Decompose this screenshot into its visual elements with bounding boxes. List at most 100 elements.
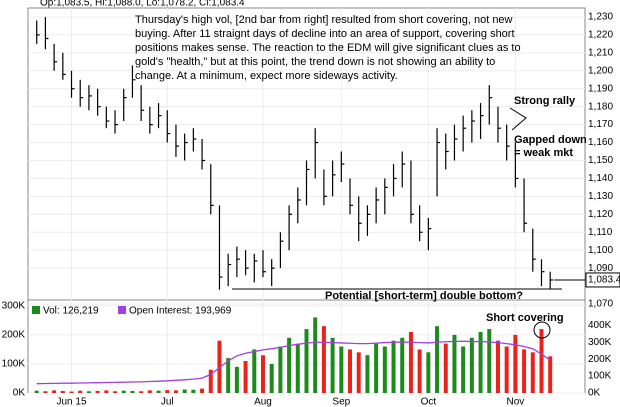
commentary-line: change. At a minimum, expect more sidewa… [135,70,398,82]
y2-tick-label: 300K [588,337,612,348]
ohlc-header: Op:1,083.5, Hi:1,088.0, Lo:1,078.2, Cl:1… [40,0,245,9]
volume-bar [69,391,74,393]
volume-bar [504,346,509,393]
y-tick-label: 1,210 [588,47,613,58]
volume-bar [469,337,474,393]
volume-bar [60,390,65,393]
y-tick-label: 1,110 [588,227,613,238]
volume-bar [113,391,118,393]
volume-bar [495,340,500,393]
volume-bar [295,343,300,393]
volume-bar [356,352,361,393]
y2-tick-label: 400K [588,320,612,331]
volume-bar [548,356,553,393]
volume-bar [52,390,57,393]
volume-bar [34,390,39,393]
volume-bar [400,337,405,393]
x-tick-label: Sep [332,397,350,407]
volume-bar [165,390,170,393]
labels: 1,070 1,090 1,100 1,110 1,120 1,130 1,140 1,150… [2,12,620,407]
volume-bar [95,390,100,393]
y-tick-label: 1,220 [588,30,613,41]
commentary-line: gold's "health," but at this point, the … [135,56,495,68]
volume-bar [478,331,483,393]
last-price-label: 1,083.4 [588,275,620,286]
volume-bar [130,390,135,393]
volume-bar [287,337,292,393]
volume-bar [443,343,448,393]
commentary-line: Thursday's high vol, [2nd bar from right… [135,14,513,26]
y-tick-label: 300K [2,300,26,311]
volume-bar [304,329,309,393]
volume-bar [86,391,91,393]
volume-bar [139,391,144,393]
volume-bar [539,329,544,393]
volume-bar [452,334,457,393]
annotation: Short covering [486,312,564,324]
y-tick-label: 1,230 [588,12,613,23]
volume-bar [365,355,370,393]
volume-bar [191,389,196,393]
volume-bar [156,390,161,393]
rally-pointer [509,107,527,131]
volume-bar [252,349,257,393]
y-tick-label: 0K [13,388,26,399]
legend-label: Vol: 126,219 [43,306,99,317]
volume-bar [104,390,109,393]
commentary-line: buying. After 11 straignt days of declin… [135,28,515,40]
volume-bar [43,391,48,393]
annotation: Strong rally [514,95,576,107]
volume-bar [408,331,413,393]
y-tick-label: 1,100 [588,245,613,256]
volume-bar [435,326,440,393]
y-tick-label: 1,160 [588,137,613,148]
y-tick-label: 1,140 [588,173,613,184]
y-tick-label: 1,150 [588,155,613,166]
volume-bar [374,343,379,393]
volume-bar [321,326,326,393]
marks [34,16,585,393]
volume-bar [200,388,205,393]
volume-bar [226,358,231,393]
x-tick-label: Aug [254,397,272,407]
legend-swatch [32,306,40,314]
y-tick-label: 100K [2,359,26,370]
volume-bar [278,346,283,393]
y2-tick-label: 100K [588,371,612,382]
volume-bar [173,390,178,393]
volume-bar [426,352,431,393]
volume-bar [260,355,265,393]
volume-bar [269,363,274,393]
annotation: Potential [short-term] double bottom? [325,290,523,302]
y-tick-label: 1,170 [588,119,613,130]
volume-bar [348,349,353,393]
short-covering-circle [533,321,551,339]
x-tick-label: Jul [161,397,174,407]
y-tick-label: 1,190 [588,83,613,94]
volume-bar [382,346,387,393]
x-tick-label: Nov [506,397,524,407]
x-tick-label: Jun 15 [57,397,87,407]
y-tick-label: 1,090 [588,263,613,274]
volume-bar [487,329,492,393]
volume-bar [391,340,396,393]
annotation: = weak mkt [514,147,573,159]
legend-label: Open Interest: 193,969 [129,306,232,317]
volume-bar [313,317,318,393]
volume-bar [417,349,422,393]
x-tick-label: Oct [421,397,437,407]
volume-bar [121,390,126,393]
commentary-line: positions makes sense. The reaction to t… [135,42,521,54]
volume-bar [513,334,518,393]
legend-swatch [118,306,126,314]
volume-bar [234,366,239,393]
y-tick-label: 1,130 [588,191,613,202]
y-tick-label: 1,200 [588,65,613,76]
volume-bar [78,390,83,393]
volume-bar [461,346,466,393]
y2-tick-label: 200K [588,354,612,365]
volume-bar [330,337,335,393]
volume-bar [147,390,152,393]
y2-tick-label: 0K [588,388,601,399]
